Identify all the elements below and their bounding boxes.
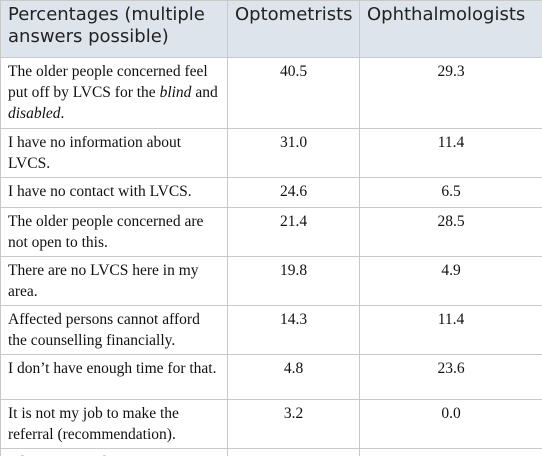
- value-cell: 11.4: [359, 128, 542, 178]
- value-cell: 0.0: [227, 448, 360, 456]
- table-row: The older people concerned feel put off …: [0, 57, 542, 129]
- value-cell: 28.5: [359, 207, 542, 257]
- table-row: The older people concerned are not open …: [0, 207, 542, 257]
- row-label: The older people concerned are not open …: [0, 207, 228, 257]
- row-label: I don’t see any benefit in it.: [0, 448, 228, 456]
- header-cell: Ophthalmologists: [359, 0, 542, 58]
- value-cell: 11.4: [359, 305, 542, 355]
- value-cell: 0.0: [359, 399, 542, 449]
- value-cell: 24.6: [227, 177, 360, 208]
- value-cell: 4.9: [359, 256, 542, 306]
- value-cell: 23.6: [359, 354, 542, 400]
- row-label: The older people concerned feel put off …: [0, 57, 228, 129]
- table-body: The older people concerned feel put off …: [0, 57, 542, 456]
- row-label: I have no information about LVCS.: [0, 128, 228, 178]
- row-label: I have no contact with LVCS.: [0, 177, 228, 208]
- table-row: There are no LVCS here in my area. 19.8 4.…: [0, 256, 542, 306]
- value-cell: 31.0: [227, 128, 360, 178]
- value-cell: 4.8: [227, 354, 360, 400]
- table-row: I don’t see any benefit in it.0.00.0: [0, 448, 542, 456]
- text-segment: .: [60, 105, 65, 122]
- table-row: I have no contact with LVCS. 24.6 6.5: [0, 177, 542, 208]
- header-cell: Optometrists: [227, 0, 360, 58]
- header-cell: Percentages (multiple answers possible): [0, 0, 228, 58]
- table-row: Affected persons cannot afford the couns…: [0, 305, 542, 355]
- value-cell: 14.3: [227, 305, 360, 355]
- value-cell: 40.5: [227, 57, 360, 129]
- text-segment: and: [191, 84, 218, 101]
- table-row: I don’t have enough time for that. 4.8 23.…: [0, 354, 542, 400]
- table-row: It is not my job to make the referral (r…: [0, 399, 542, 449]
- text-segment: The older people concerned feel put off …: [8, 63, 208, 101]
- value-cell: 6.5: [359, 177, 542, 208]
- row-label: There are no LVCS here in my area.: [0, 256, 228, 306]
- value-cell: 3.2: [227, 399, 360, 449]
- value-cell: 29.3: [359, 57, 542, 129]
- row-label: I don’t have enough time for that.: [0, 354, 228, 400]
- row-label: Affected persons cannot afford the couns…: [0, 305, 228, 355]
- value-cell: 0.0: [359, 448, 542, 456]
- text-segment: disabled: [8, 105, 61, 122]
- text-segment: blind: [159, 84, 192, 101]
- value-cell: 19.8: [227, 256, 360, 306]
- table-row: I have no information about LVCS. 31.0 11.…: [0, 128, 542, 178]
- header-row: Percentages (multiple answers possible) O…: [0, 0, 542, 58]
- value-cell: 21.4: [227, 207, 360, 257]
- row-label: It is not my job to make the referral (r…: [0, 399, 228, 449]
